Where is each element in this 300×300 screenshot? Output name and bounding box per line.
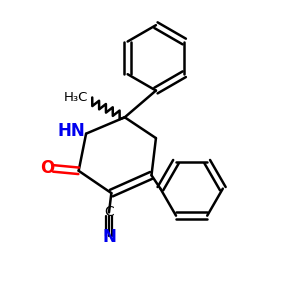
Text: HN: HN (58, 122, 86, 140)
Text: H₃C: H₃C (64, 91, 88, 104)
Text: N: N (102, 228, 116, 246)
Text: O: O (40, 158, 54, 176)
Text: C: C (104, 205, 114, 219)
